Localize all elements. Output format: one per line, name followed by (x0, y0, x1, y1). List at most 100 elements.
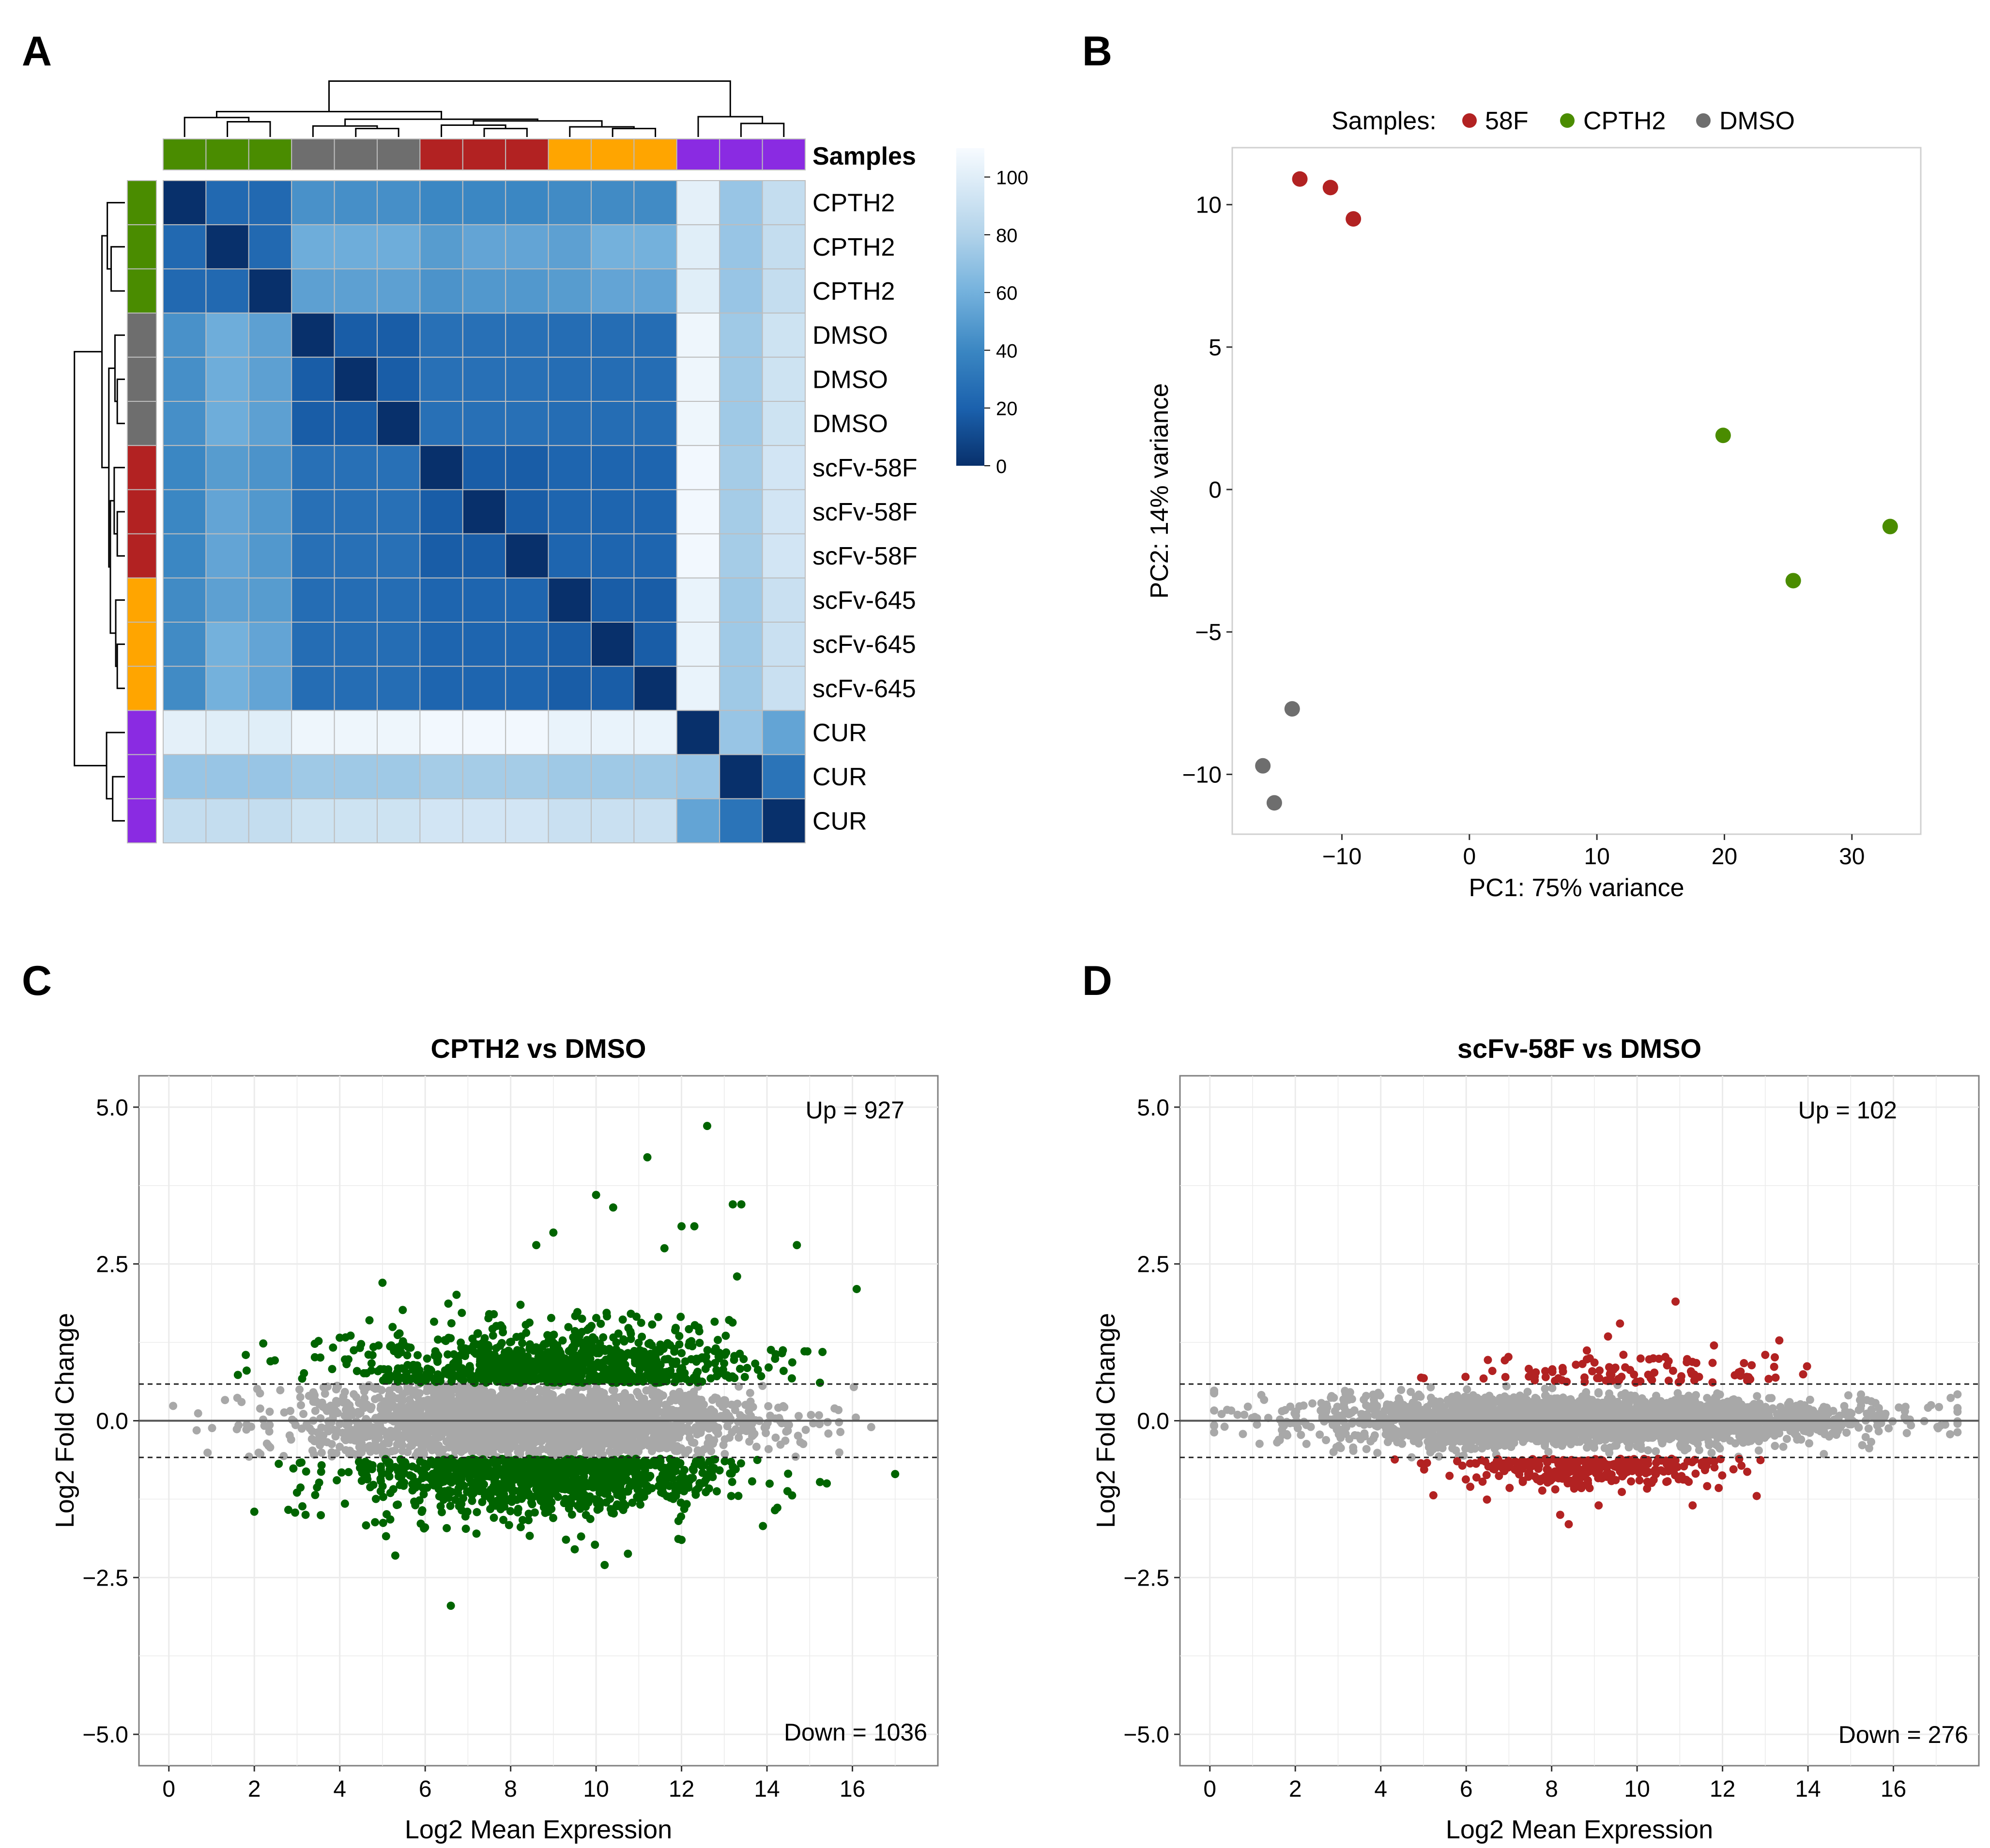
heatmap-cell (591, 180, 635, 226)
ma-point-up (528, 1357, 536, 1366)
ma-point-unchanged (451, 1447, 459, 1455)
ma-point-unchanged (675, 1388, 684, 1396)
y-tick-label: 5.0 (96, 1095, 128, 1121)
ma-point-unchanged (835, 1418, 843, 1427)
ma-point-unchanged (693, 1446, 702, 1455)
ma-point-down (563, 1477, 572, 1485)
ma-point-down (492, 1472, 501, 1481)
heatmap-cell (205, 622, 249, 667)
ma-point-up (525, 1344, 534, 1353)
ma-point-unchanged (497, 1403, 505, 1411)
heatmap-cell (676, 710, 720, 755)
ma-point-unchanged (490, 1400, 499, 1408)
ma-point-up (518, 1339, 527, 1347)
ma-point-up (618, 1315, 627, 1324)
ma-point-up (685, 1325, 693, 1333)
pca-y-tick-label: 0 (1209, 477, 1222, 503)
heatmap-cell (548, 356, 592, 402)
ma-point-unchanged (476, 1425, 485, 1434)
ma-point-unchanged (781, 1436, 790, 1445)
ma-point-unchanged (713, 1412, 721, 1421)
pca-x-tick-label: 0 (1463, 844, 1476, 870)
heatmap-cell (591, 224, 635, 270)
heatmap-cell (462, 445, 506, 490)
ma-point-unchanged (390, 1446, 399, 1455)
heatmap-cell (505, 798, 549, 844)
ma-point-up (658, 1370, 667, 1379)
ma-point-up (693, 1367, 702, 1376)
ma-point-down (394, 1500, 402, 1509)
ma-point-up (725, 1316, 734, 1325)
heatmap-cell (334, 754, 378, 799)
heatmap-cell (377, 445, 421, 490)
heatmap-cell (719, 268, 763, 314)
column-annotation-cell (248, 138, 292, 170)
column-annotation-cell (719, 138, 763, 170)
ma-point-unchanged (547, 1448, 555, 1457)
ma-point-unchanged (208, 1424, 216, 1433)
ma-point-up (365, 1316, 374, 1325)
ma-point-unchanged (446, 1432, 455, 1441)
ma-point-unchanged (655, 1394, 664, 1403)
ma-point-unchanged (752, 1442, 761, 1451)
ma-point-unchanged (747, 1412, 755, 1420)
heatmap-cell (591, 622, 635, 667)
ma-point-unchanged (608, 1386, 617, 1394)
ma-point-unchanged (568, 1443, 577, 1452)
ma-point-unchanged (689, 1388, 698, 1396)
heatmap-cell (548, 754, 592, 799)
column-annotation-cell (291, 138, 335, 170)
ma-point-unchanged (221, 1396, 230, 1405)
ma-point-unchanged (265, 1420, 274, 1429)
heatmap-cell (377, 710, 421, 755)
ma-plot-cpth2-ticks: 0 2 4 6 8 10 12 14 16−5.0−2.50.02.55.0 (82, 1095, 865, 1802)
heatmap-cell (163, 489, 207, 535)
ma-point-up (624, 1324, 633, 1332)
ma-point-down (275, 1460, 283, 1468)
ma-point-unchanged (470, 1406, 478, 1415)
heatmap-cell (377, 577, 421, 623)
ma-point-down (788, 1491, 796, 1500)
dendrogram-branch (113, 467, 125, 535)
ma-point-up (569, 1363, 578, 1372)
row-label: scFv-58F (812, 498, 918, 526)
heatmap-cell (762, 798, 806, 844)
ma-point-unchanged (485, 1438, 494, 1447)
heatmap-cell (291, 798, 335, 844)
pca-point-58f (1322, 180, 1338, 196)
ma-point-unchanged (561, 1418, 570, 1427)
ma-point-unchanged (266, 1443, 275, 1452)
heatmap-cell (419, 445, 463, 490)
ma-point-down (506, 1507, 515, 1515)
colorbar-tick-label: 0 (996, 456, 1007, 477)
heatmap-cell (334, 312, 378, 358)
ma-point-down (558, 1465, 566, 1474)
heatmap-cell (676, 268, 720, 314)
ma-point-unchanged (233, 1393, 242, 1402)
ma-point-up (681, 1375, 690, 1383)
heatmap-cell (719, 533, 763, 579)
ma-point-unchanged (194, 1409, 202, 1418)
x-tick-label: 12 (669, 1776, 694, 1802)
heatmap-cell (462, 180, 506, 226)
ma-point-up (386, 1342, 395, 1351)
ma-point-down (417, 1508, 426, 1516)
column-annotation-cell (462, 138, 506, 170)
row-label: scFv-645 (812, 586, 916, 614)
ma-point-outlier (728, 1200, 737, 1209)
ma-point-up (367, 1359, 376, 1368)
ma-point-down (356, 1459, 365, 1468)
row-annotation-cell (127, 666, 157, 711)
ma-point-unchanged (424, 1439, 433, 1448)
ma-point-unchanged (276, 1386, 285, 1394)
ma-point-up (564, 1323, 573, 1331)
heatmap-cell (248, 224, 292, 270)
ma-point-unchanged (794, 1412, 803, 1420)
ma-point-down (697, 1461, 706, 1470)
heatmap-cell (419, 401, 463, 446)
ma-point-down (408, 1480, 417, 1488)
heatmap-cell (505, 224, 549, 270)
ma-point-down (384, 1460, 393, 1468)
heatmap-cell (591, 577, 635, 623)
ma-point-unchanged (245, 1452, 253, 1461)
